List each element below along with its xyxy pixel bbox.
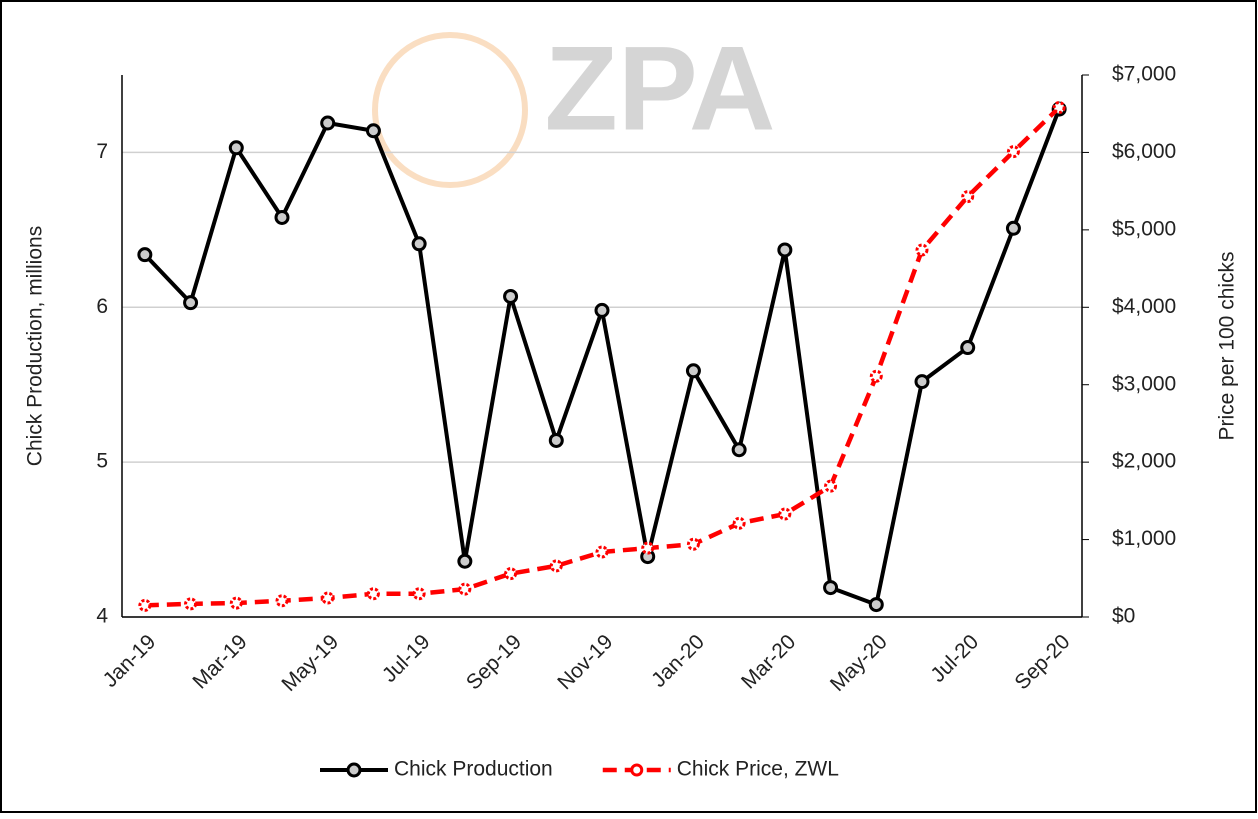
data-point — [322, 117, 334, 129]
y2-tick-label: $4,000 — [1112, 295, 1176, 318]
data-point — [413, 238, 425, 250]
data-point — [506, 569, 516, 579]
y-tick-label: 6 — [96, 295, 108, 318]
data-point — [231, 598, 241, 608]
data-point — [1054, 103, 1064, 113]
data-point — [230, 142, 242, 154]
data-point — [871, 371, 881, 381]
data-point — [826, 481, 836, 491]
watermark: ZPA — [544, 22, 775, 156]
y2-tick-label: $6,000 — [1112, 140, 1176, 163]
data-point — [505, 290, 517, 302]
y-axis-title: Chick Production, millions — [24, 226, 47, 466]
y2-tick-label: $2,000 — [1112, 450, 1176, 473]
y-tick-label: 4 — [96, 605, 108, 628]
data-point — [687, 365, 699, 377]
y2-tick-label: $5,000 — [1112, 217, 1176, 240]
legend-marker — [348, 764, 360, 776]
data-point — [734, 518, 744, 528]
legend-label: Chick Production — [394, 758, 553, 781]
data-point — [870, 599, 882, 611]
y-tick-label: 5 — [96, 450, 108, 473]
data-point — [916, 376, 928, 388]
y-tick-label: 7 — [96, 140, 108, 163]
data-point — [277, 596, 287, 606]
data-point — [963, 192, 973, 202]
data-point — [780, 509, 790, 519]
data-point — [368, 589, 378, 599]
data-point — [139, 249, 151, 261]
data-point — [460, 584, 470, 594]
data-point — [186, 599, 196, 609]
data-point — [825, 582, 837, 594]
data-point — [962, 342, 974, 354]
data-point — [779, 244, 791, 256]
data-point — [414, 589, 424, 599]
data-point — [185, 297, 197, 309]
legend-label: Chick Price, ZWL — [677, 758, 839, 781]
data-point — [550, 434, 562, 446]
data-point — [551, 561, 561, 571]
data-point — [643, 543, 653, 553]
y2-tick-label: $1,000 — [1112, 527, 1176, 550]
data-point — [1007, 222, 1019, 234]
data-point — [733, 444, 745, 456]
data-point — [917, 245, 927, 255]
data-point — [597, 547, 607, 557]
data-point — [276, 211, 288, 223]
chart: ZPA Chick Production, millions Price per… — [0, 0, 1258, 814]
y2-axis-title: Price per 100 chicks — [1216, 251, 1239, 440]
data-point — [459, 555, 471, 567]
y2-tick-label: $0 — [1112, 605, 1135, 628]
data-point — [323, 593, 333, 603]
y2-tick-label: $3,000 — [1112, 372, 1176, 395]
data-point — [596, 304, 608, 316]
data-point — [140, 600, 150, 610]
legend-marker — [632, 765, 642, 775]
data-point — [367, 125, 379, 137]
y2-tick-label: $7,000 — [1112, 63, 1176, 86]
data-point — [688, 539, 698, 549]
data-point — [1008, 147, 1018, 157]
